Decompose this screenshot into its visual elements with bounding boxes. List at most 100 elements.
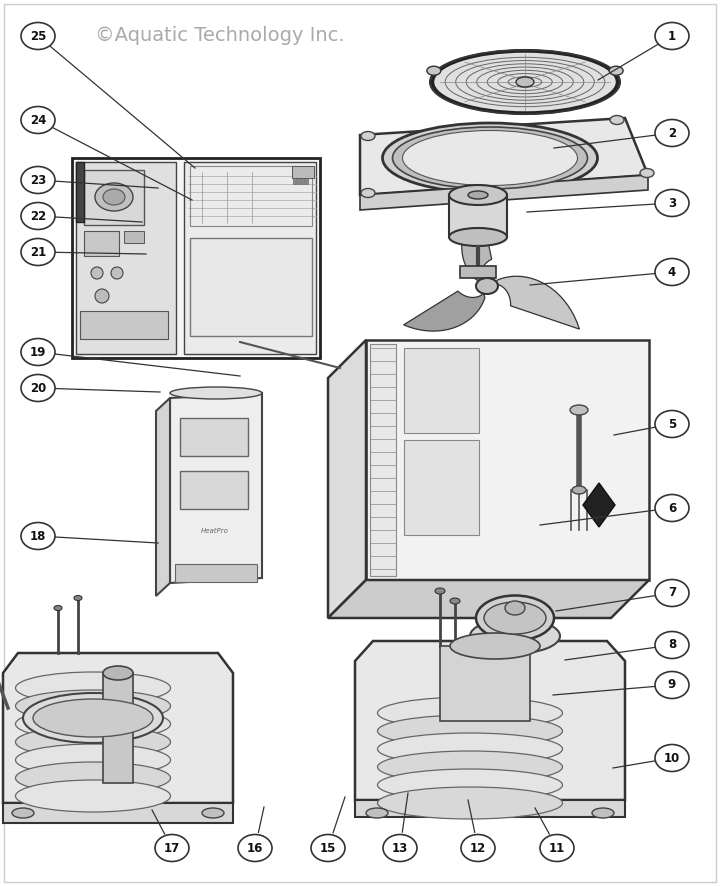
Ellipse shape [655,22,689,50]
Ellipse shape [540,835,574,861]
Text: 18: 18 [30,530,46,542]
Bar [184,162,316,354]
Ellipse shape [377,733,562,765]
Ellipse shape [21,167,55,193]
Ellipse shape [21,338,55,366]
Text: 3: 3 [668,197,676,209]
Bar [297,178,300,184]
Bar [301,178,304,184]
Ellipse shape [16,780,171,812]
Ellipse shape [572,486,586,494]
Ellipse shape [402,130,577,185]
Ellipse shape [311,835,345,861]
Ellipse shape [377,769,562,801]
Bar [460,266,496,278]
Ellipse shape [476,595,554,641]
Polygon shape [3,803,233,823]
Text: 20: 20 [30,382,46,394]
Polygon shape [3,653,233,803]
Ellipse shape [450,633,540,659]
Ellipse shape [74,595,82,601]
Ellipse shape [655,632,689,658]
Ellipse shape [392,127,588,189]
Ellipse shape [505,601,525,615]
Text: 6: 6 [668,501,676,515]
Ellipse shape [655,120,689,146]
Ellipse shape [655,579,689,607]
Ellipse shape [570,405,588,415]
Polygon shape [360,118,648,195]
Text: 9: 9 [668,679,676,691]
Text: 2: 2 [668,127,676,139]
Text: 19: 19 [30,346,46,359]
Ellipse shape [170,387,262,399]
Ellipse shape [383,835,417,861]
Ellipse shape [435,588,445,594]
Ellipse shape [155,835,189,861]
Polygon shape [404,291,485,331]
Ellipse shape [16,762,171,794]
Text: 1: 1 [668,29,676,43]
Ellipse shape [610,115,624,125]
Ellipse shape [655,494,689,522]
Ellipse shape [16,744,171,776]
Bar [190,166,312,226]
Bar [84,170,144,225]
Polygon shape [328,580,649,618]
Bar [180,418,248,456]
Ellipse shape [427,66,441,75]
Text: 8: 8 [668,639,676,651]
Bar [175,564,257,582]
Ellipse shape [470,618,560,654]
Ellipse shape [103,666,133,680]
Polygon shape [170,393,262,583]
Ellipse shape [382,123,598,193]
Polygon shape [495,276,580,329]
Ellipse shape [476,278,498,294]
Ellipse shape [21,238,55,266]
Ellipse shape [516,77,534,87]
Text: 22: 22 [30,209,46,222]
Ellipse shape [450,598,460,604]
Text: ©Aquatic Technology Inc.: ©Aquatic Technology Inc. [95,26,345,44]
Ellipse shape [91,267,103,279]
Ellipse shape [16,726,171,758]
Ellipse shape [16,708,171,740]
Bar [124,231,144,243]
Polygon shape [462,205,492,280]
Text: 23: 23 [30,174,46,186]
Ellipse shape [366,808,388,818]
Ellipse shape [592,808,614,818]
Ellipse shape [111,267,123,279]
Ellipse shape [377,697,562,729]
Ellipse shape [377,787,562,819]
Ellipse shape [655,410,689,438]
Text: 7: 7 [668,587,676,600]
Ellipse shape [609,66,623,75]
Bar [76,162,176,354]
Bar [370,344,396,576]
Bar [292,166,314,178]
Ellipse shape [23,693,163,743]
Ellipse shape [655,259,689,285]
Text: 10: 10 [664,751,680,765]
Bar [180,471,248,509]
Ellipse shape [655,744,689,772]
Ellipse shape [21,203,55,229]
Ellipse shape [16,672,171,704]
Bar [404,440,479,535]
Ellipse shape [21,106,55,134]
Text: 5: 5 [668,417,676,431]
Polygon shape [360,175,648,210]
Ellipse shape [468,191,488,199]
Ellipse shape [238,835,272,861]
Text: 11: 11 [549,842,565,854]
Text: HeatPro: HeatPro [201,528,229,534]
Bar [72,158,320,358]
Ellipse shape [449,228,507,246]
Bar [305,178,308,184]
Ellipse shape [449,185,507,205]
Text: 17: 17 [164,842,180,854]
Bar [80,311,168,339]
Text: 12: 12 [470,842,486,854]
